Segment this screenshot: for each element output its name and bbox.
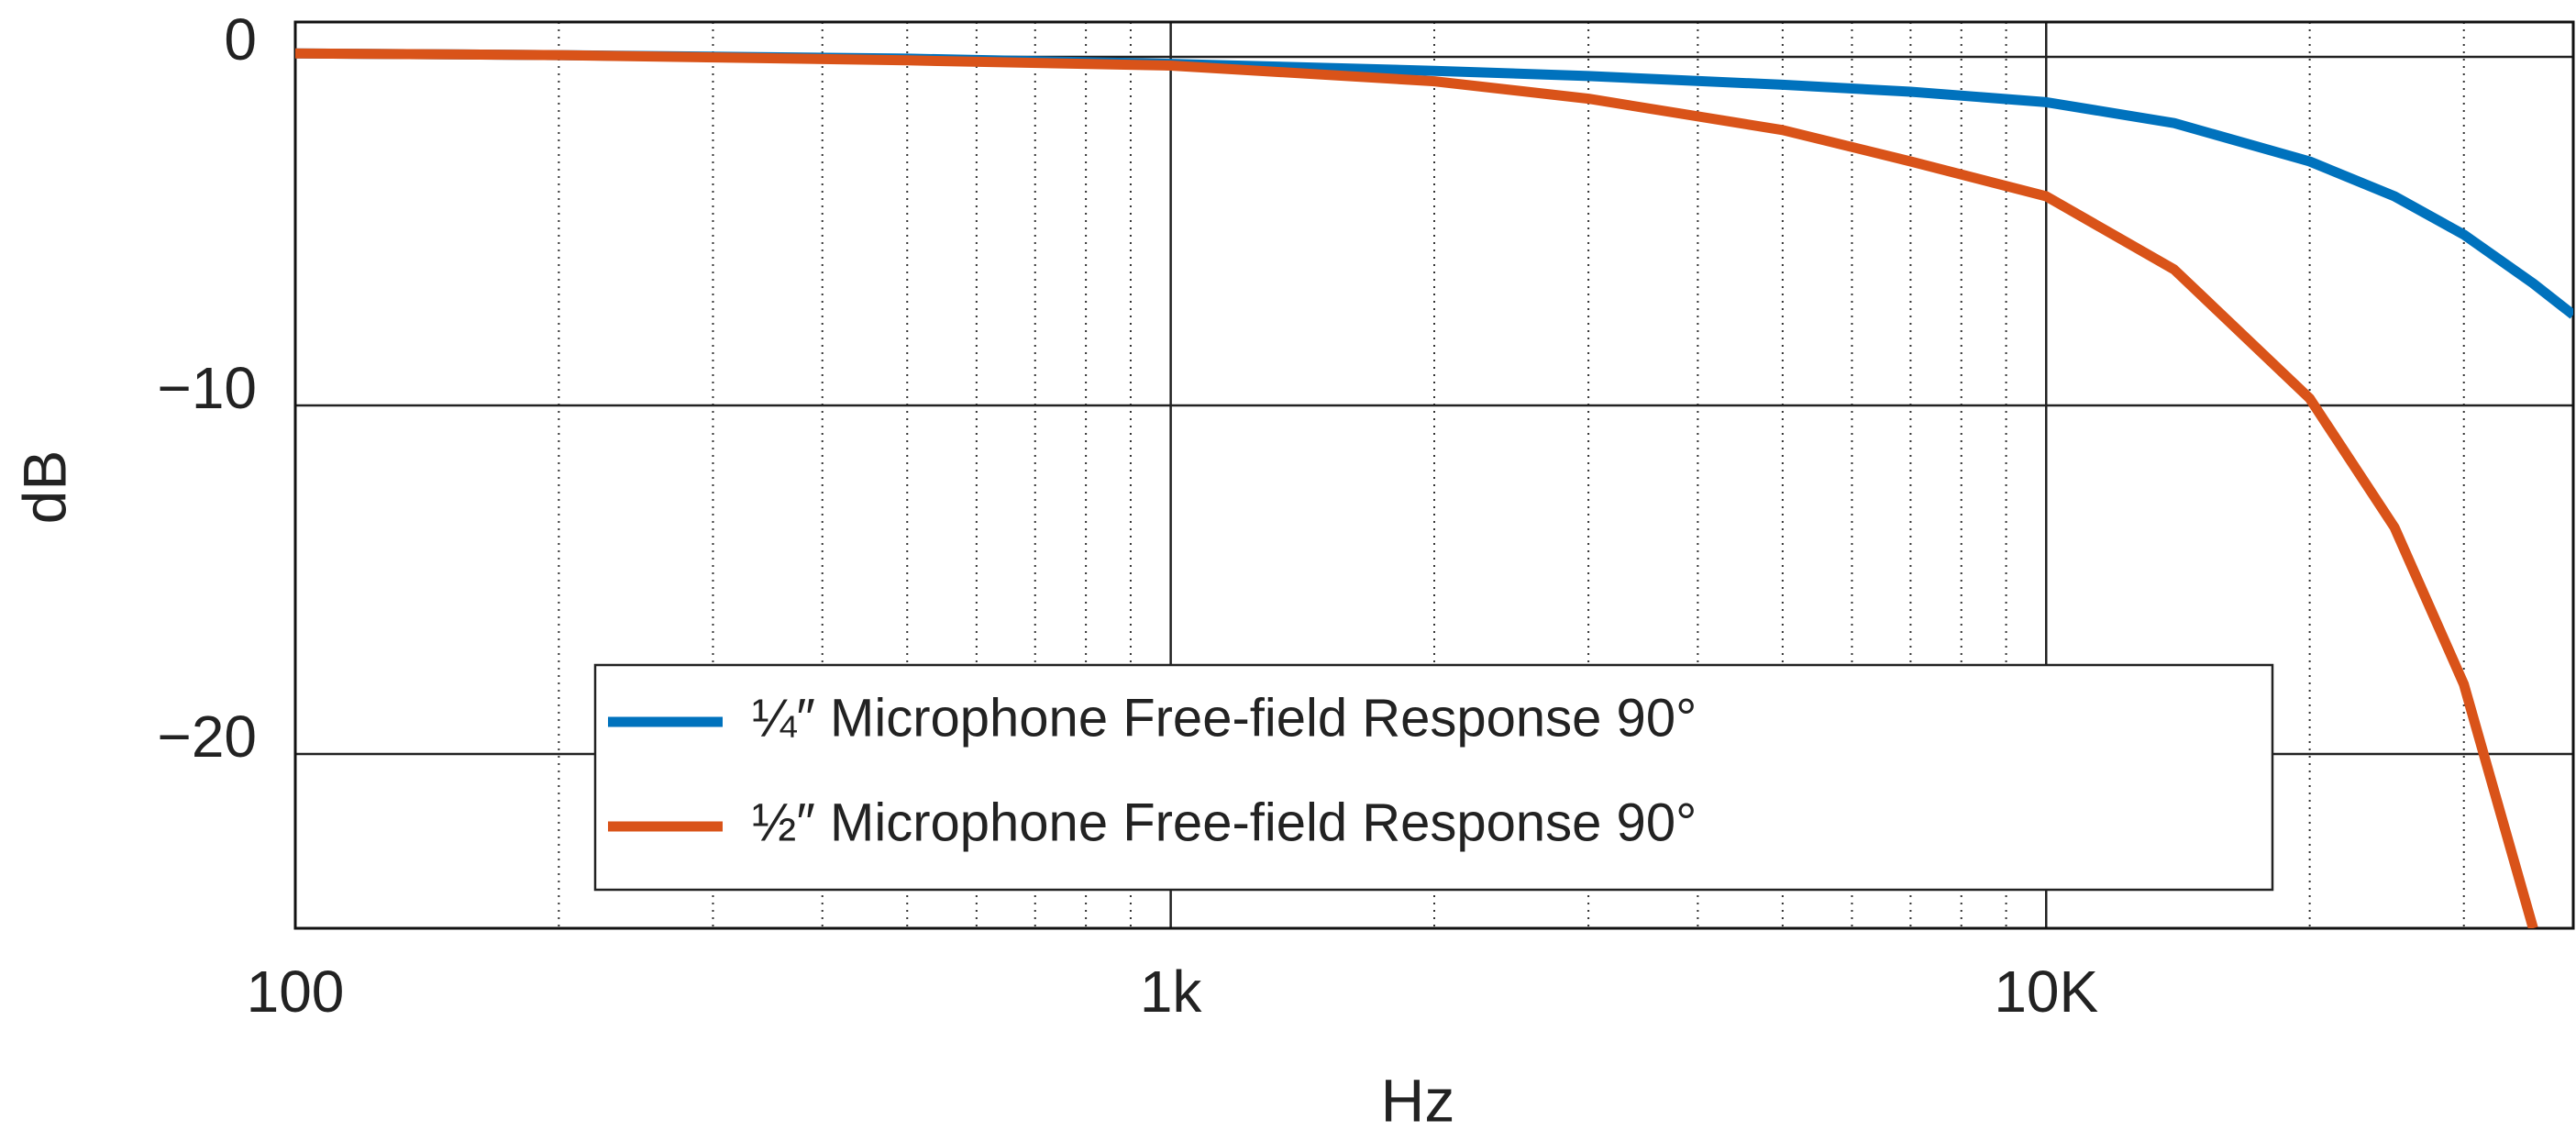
y-tick-label: −10 <box>157 355 257 421</box>
plot-area <box>295 48 2573 928</box>
x-axis-label: Hz <box>1381 1066 1455 1134</box>
y-axis-label: dB <box>10 450 78 525</box>
series-line <box>295 48 2538 928</box>
plot-frame <box>293 20 2575 930</box>
legend-label: ½″ Microphone Free-field Response 90° <box>752 793 1697 852</box>
x-tick-label: 10K <box>1994 959 2098 1025</box>
y-tick-label: −20 <box>157 704 257 770</box>
legend-label: ¼″ Microphone Free-field Response 90° <box>752 688 1697 748</box>
legend-box <box>593 663 2274 892</box>
x-tick-label: 100 <box>247 959 345 1025</box>
y-tick-label: 0 <box>224 6 257 72</box>
x-tick-label: 1k <box>1140 959 1203 1025</box>
